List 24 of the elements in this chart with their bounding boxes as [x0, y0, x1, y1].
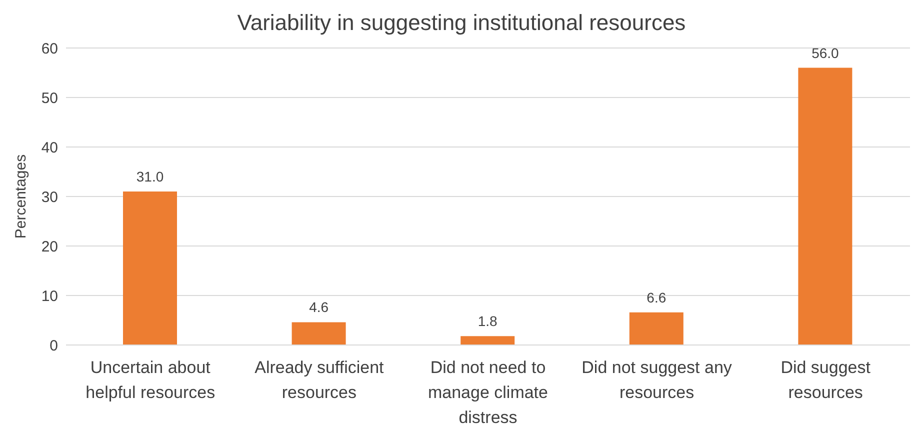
y-tick-label: 50 [41, 90, 58, 107]
bar [123, 192, 177, 345]
bar [798, 68, 852, 345]
chart-title: Variability in suggesting institutional resources [236, 9, 687, 37]
y-tick-label: 10 [41, 288, 58, 305]
y-tick-label: 0 [50, 337, 58, 354]
bar [460, 336, 515, 345]
bar [292, 322, 346, 345]
data-label: 56.0 [812, 44, 840, 61]
y-axis-title: Percentages [12, 154, 30, 239]
x-tick-label: Did suggest resources [780, 358, 871, 402]
y-tick-label: 20 [41, 238, 58, 256]
x-tick-label: Did not need to manage climate distress [428, 358, 548, 427]
data-label: 4.6 [309, 299, 329, 316]
x-tick-label: Uncertain about helpful resources [86, 358, 216, 402]
y-tick-label: 60 [41, 40, 58, 58]
x-tick-label: Did not suggest any resources [582, 358, 732, 402]
bar [629, 312, 684, 345]
data-label: 6.6 [646, 289, 666, 306]
x-tick-label: Already sufficient resources [254, 358, 384, 402]
data-label: 31.0 [136, 168, 164, 185]
data-label: 1.8 [478, 313, 498, 330]
y-tick-label: 40 [41, 139, 58, 156]
y-tick-label: 30 [41, 188, 58, 206]
